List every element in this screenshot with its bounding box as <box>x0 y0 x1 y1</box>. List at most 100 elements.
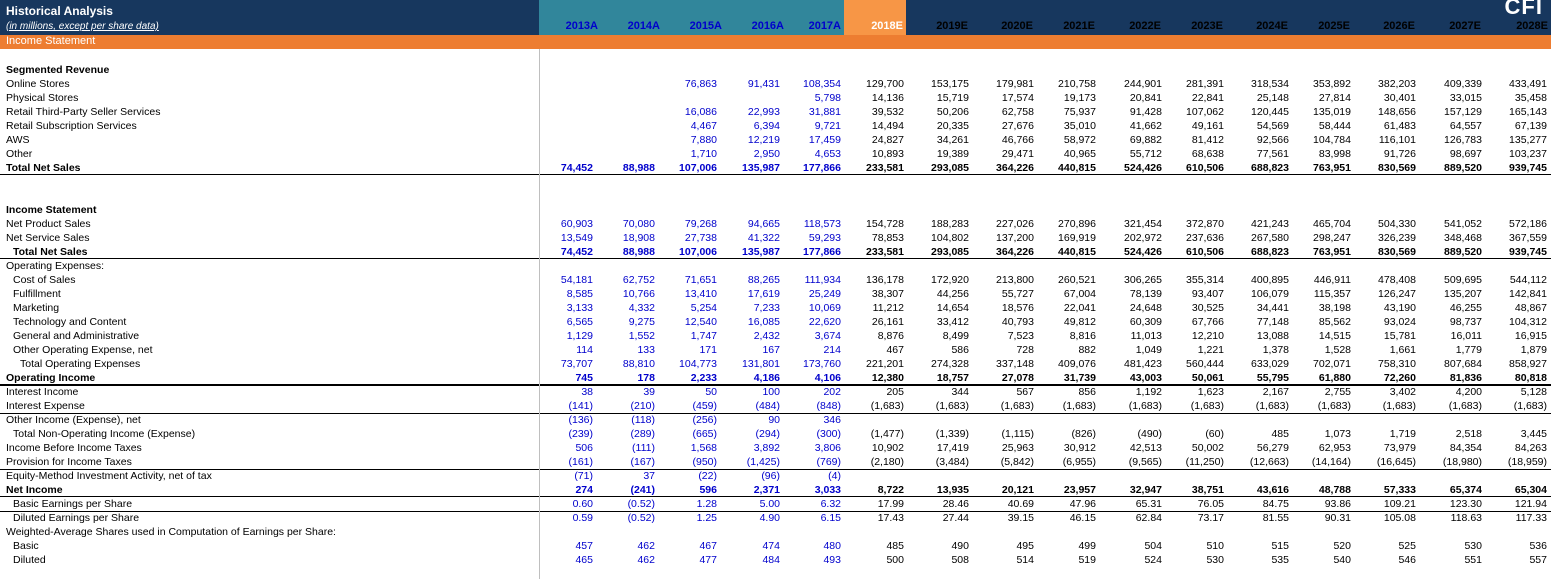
cell-2022e: 1,049 <box>1135 344 1162 356</box>
cell-2021e: 22,041 <box>1063 302 1096 314</box>
cell-2026e: 504,330 <box>1378 218 1416 230</box>
cell-2018e: 24,827 <box>871 134 904 146</box>
cell-2016a: 91,431 <box>747 78 780 90</box>
cell-2025e: 27,814 <box>1318 92 1351 104</box>
cell-2020e: 17,574 <box>1001 92 1034 104</box>
cell-2017a: 3,806 <box>814 442 841 454</box>
cell-2026e: 15,781 <box>1383 330 1416 342</box>
cell-2017a: 22,620 <box>808 316 841 328</box>
cell-2027e: 98,737 <box>1449 316 1482 328</box>
cell-2016a: 4,186 <box>753 372 780 384</box>
cell-2015a: (22) <box>698 470 717 482</box>
cell-2017a: 5,798 <box>814 92 841 104</box>
year-header-2018e: 2018E <box>844 0 906 35</box>
cell-2019e: (1,339) <box>935 428 969 440</box>
cell-2013a: 114 <box>576 344 593 356</box>
section-rule <box>0 511 1551 512</box>
year-header-2027e: 2027E <box>1418 0 1484 35</box>
cell-2020e: 213,800 <box>996 274 1034 286</box>
cell-2019e: 104,802 <box>931 232 969 244</box>
cell-2025e: 2,755 <box>1324 386 1351 398</box>
cell-2027e: (1,683) <box>1448 400 1482 412</box>
cell-2028e: 572,186 <box>1509 218 1547 230</box>
row-label: Retail Subscription Services <box>6 120 137 132</box>
cell-2016a: 7,233 <box>753 302 780 314</box>
cell-2017a: 214 <box>823 344 841 356</box>
cell-2017a: (848) <box>816 400 841 412</box>
cell-2015a: 71,651 <box>684 274 717 286</box>
cell-2014a: 18,908 <box>622 232 655 244</box>
cell-2021e: 58,972 <box>1063 134 1096 146</box>
cell-2022e: (1,683) <box>1128 400 1162 412</box>
cell-2027e: 2,518 <box>1455 428 1482 440</box>
cell-2018e: 39,532 <box>871 106 904 118</box>
row-general-and-administrative: General and Administrative 1,129 1,552 1,74… <box>0 329 1551 343</box>
cell-2018e: (1,477) <box>870 428 904 440</box>
row-label: Online Stores <box>6 78 70 90</box>
cell-2020e: 40.69 <box>1007 498 1034 510</box>
cell-2020e: 55,727 <box>1001 288 1034 300</box>
cell-2017a: 493 <box>823 554 841 566</box>
row-diluted-earnings-per-share: Diluted Earnings per Share 0.59 (0.52) 1.25… <box>0 511 1551 525</box>
cell-2018e: 8,876 <box>877 330 904 342</box>
cell-2016a: 22,993 <box>747 106 780 118</box>
cell-2023e: 1,221 <box>1197 344 1224 356</box>
cell-2025e: 446,911 <box>1313 274 1351 286</box>
cell-2016a: 100 <box>762 386 780 398</box>
cell-2017a: 10,069 <box>808 302 841 314</box>
row-total-operating-expenses: Total Operating Expenses 73,707 88,810 104,… <box>0 357 1551 371</box>
sheet-title: Historical Analysis <box>6 4 113 18</box>
cell-2016a: 41,322 <box>747 232 780 244</box>
cfi-logo: CFI <box>1504 0 1543 19</box>
cell-2014a: 4,332 <box>628 302 655 314</box>
cell-2020e: 337,148 <box>996 358 1034 370</box>
cell-2013a: (239) <box>568 428 593 440</box>
cell-2016a: 88,265 <box>747 274 780 286</box>
cell-2026e: 126,247 <box>1378 288 1416 300</box>
cell-2024e: 92,566 <box>1256 134 1289 146</box>
row-label: Net Service Sales <box>6 232 90 244</box>
cell-2024e: 421,243 <box>1251 218 1289 230</box>
cell-2016a: 2,432 <box>753 330 780 342</box>
cell-2018e: 38,307 <box>871 288 904 300</box>
cell-2018e: 233,581 <box>866 246 904 258</box>
cell-2027e: 123.30 <box>1449 498 1482 510</box>
total-rule <box>0 384 1551 385</box>
row-label: Physical Stores <box>6 92 79 104</box>
cell-2023e: 610,506 <box>1186 246 1224 258</box>
cell-2014a: (289) <box>630 428 655 440</box>
cell-2019e: 19,389 <box>936 148 969 160</box>
row-label: Interest Expense <box>6 400 85 412</box>
cell-2020e: 227,026 <box>996 218 1034 230</box>
cell-2013a: 457 <box>575 540 593 552</box>
cell-2025e: 104,784 <box>1313 134 1351 146</box>
cell-2023e: 49,161 <box>1191 120 1224 132</box>
row-retail-subscription-services: Retail Subscription Services 4,467 6,394 9,… <box>0 119 1551 133</box>
cell-2015a: (665) <box>692 428 717 440</box>
cell-2021e: 75,937 <box>1063 106 1096 118</box>
row-total-net-sales: Total Net Sales 74,452 88,988 107,006 135,98… <box>0 245 1551 259</box>
cell-2015a: 107,006 <box>679 162 717 174</box>
cell-2024e: 688,823 <box>1251 162 1289 174</box>
cell-2014a: 39 <box>643 386 655 398</box>
row-label: Segmented Revenue <box>6 64 110 76</box>
cell-2025e: 1,528 <box>1324 344 1351 356</box>
cell-2020e: (5,842) <box>1000 456 1034 468</box>
cell-2016a: 167 <box>762 344 780 356</box>
cell-2016a: 484 <box>762 554 780 566</box>
cell-2019e: 274,328 <box>931 358 969 370</box>
cell-2013a: 73,707 <box>560 358 593 370</box>
cell-2027e: 509,695 <box>1444 274 1482 286</box>
cell-2016a: 94,665 <box>747 218 780 230</box>
cell-2018e: 500 <box>886 554 904 566</box>
row-label: Total Non-Operating Income (Expense) <box>13 428 196 440</box>
cell-2026e: 73,979 <box>1383 442 1416 454</box>
cell-2023e: (1,683) <box>1190 400 1224 412</box>
cell-2025e: 763,951 <box>1313 246 1351 258</box>
cell-2017a: 17,459 <box>808 134 841 146</box>
cell-2021e: 31,739 <box>1063 372 1096 384</box>
row-label: Other <box>6 148 33 160</box>
cell-2016a: 131,801 <box>742 358 780 370</box>
cell-2013a: 13,549 <box>560 232 593 244</box>
row-label: AWS <box>6 134 30 146</box>
